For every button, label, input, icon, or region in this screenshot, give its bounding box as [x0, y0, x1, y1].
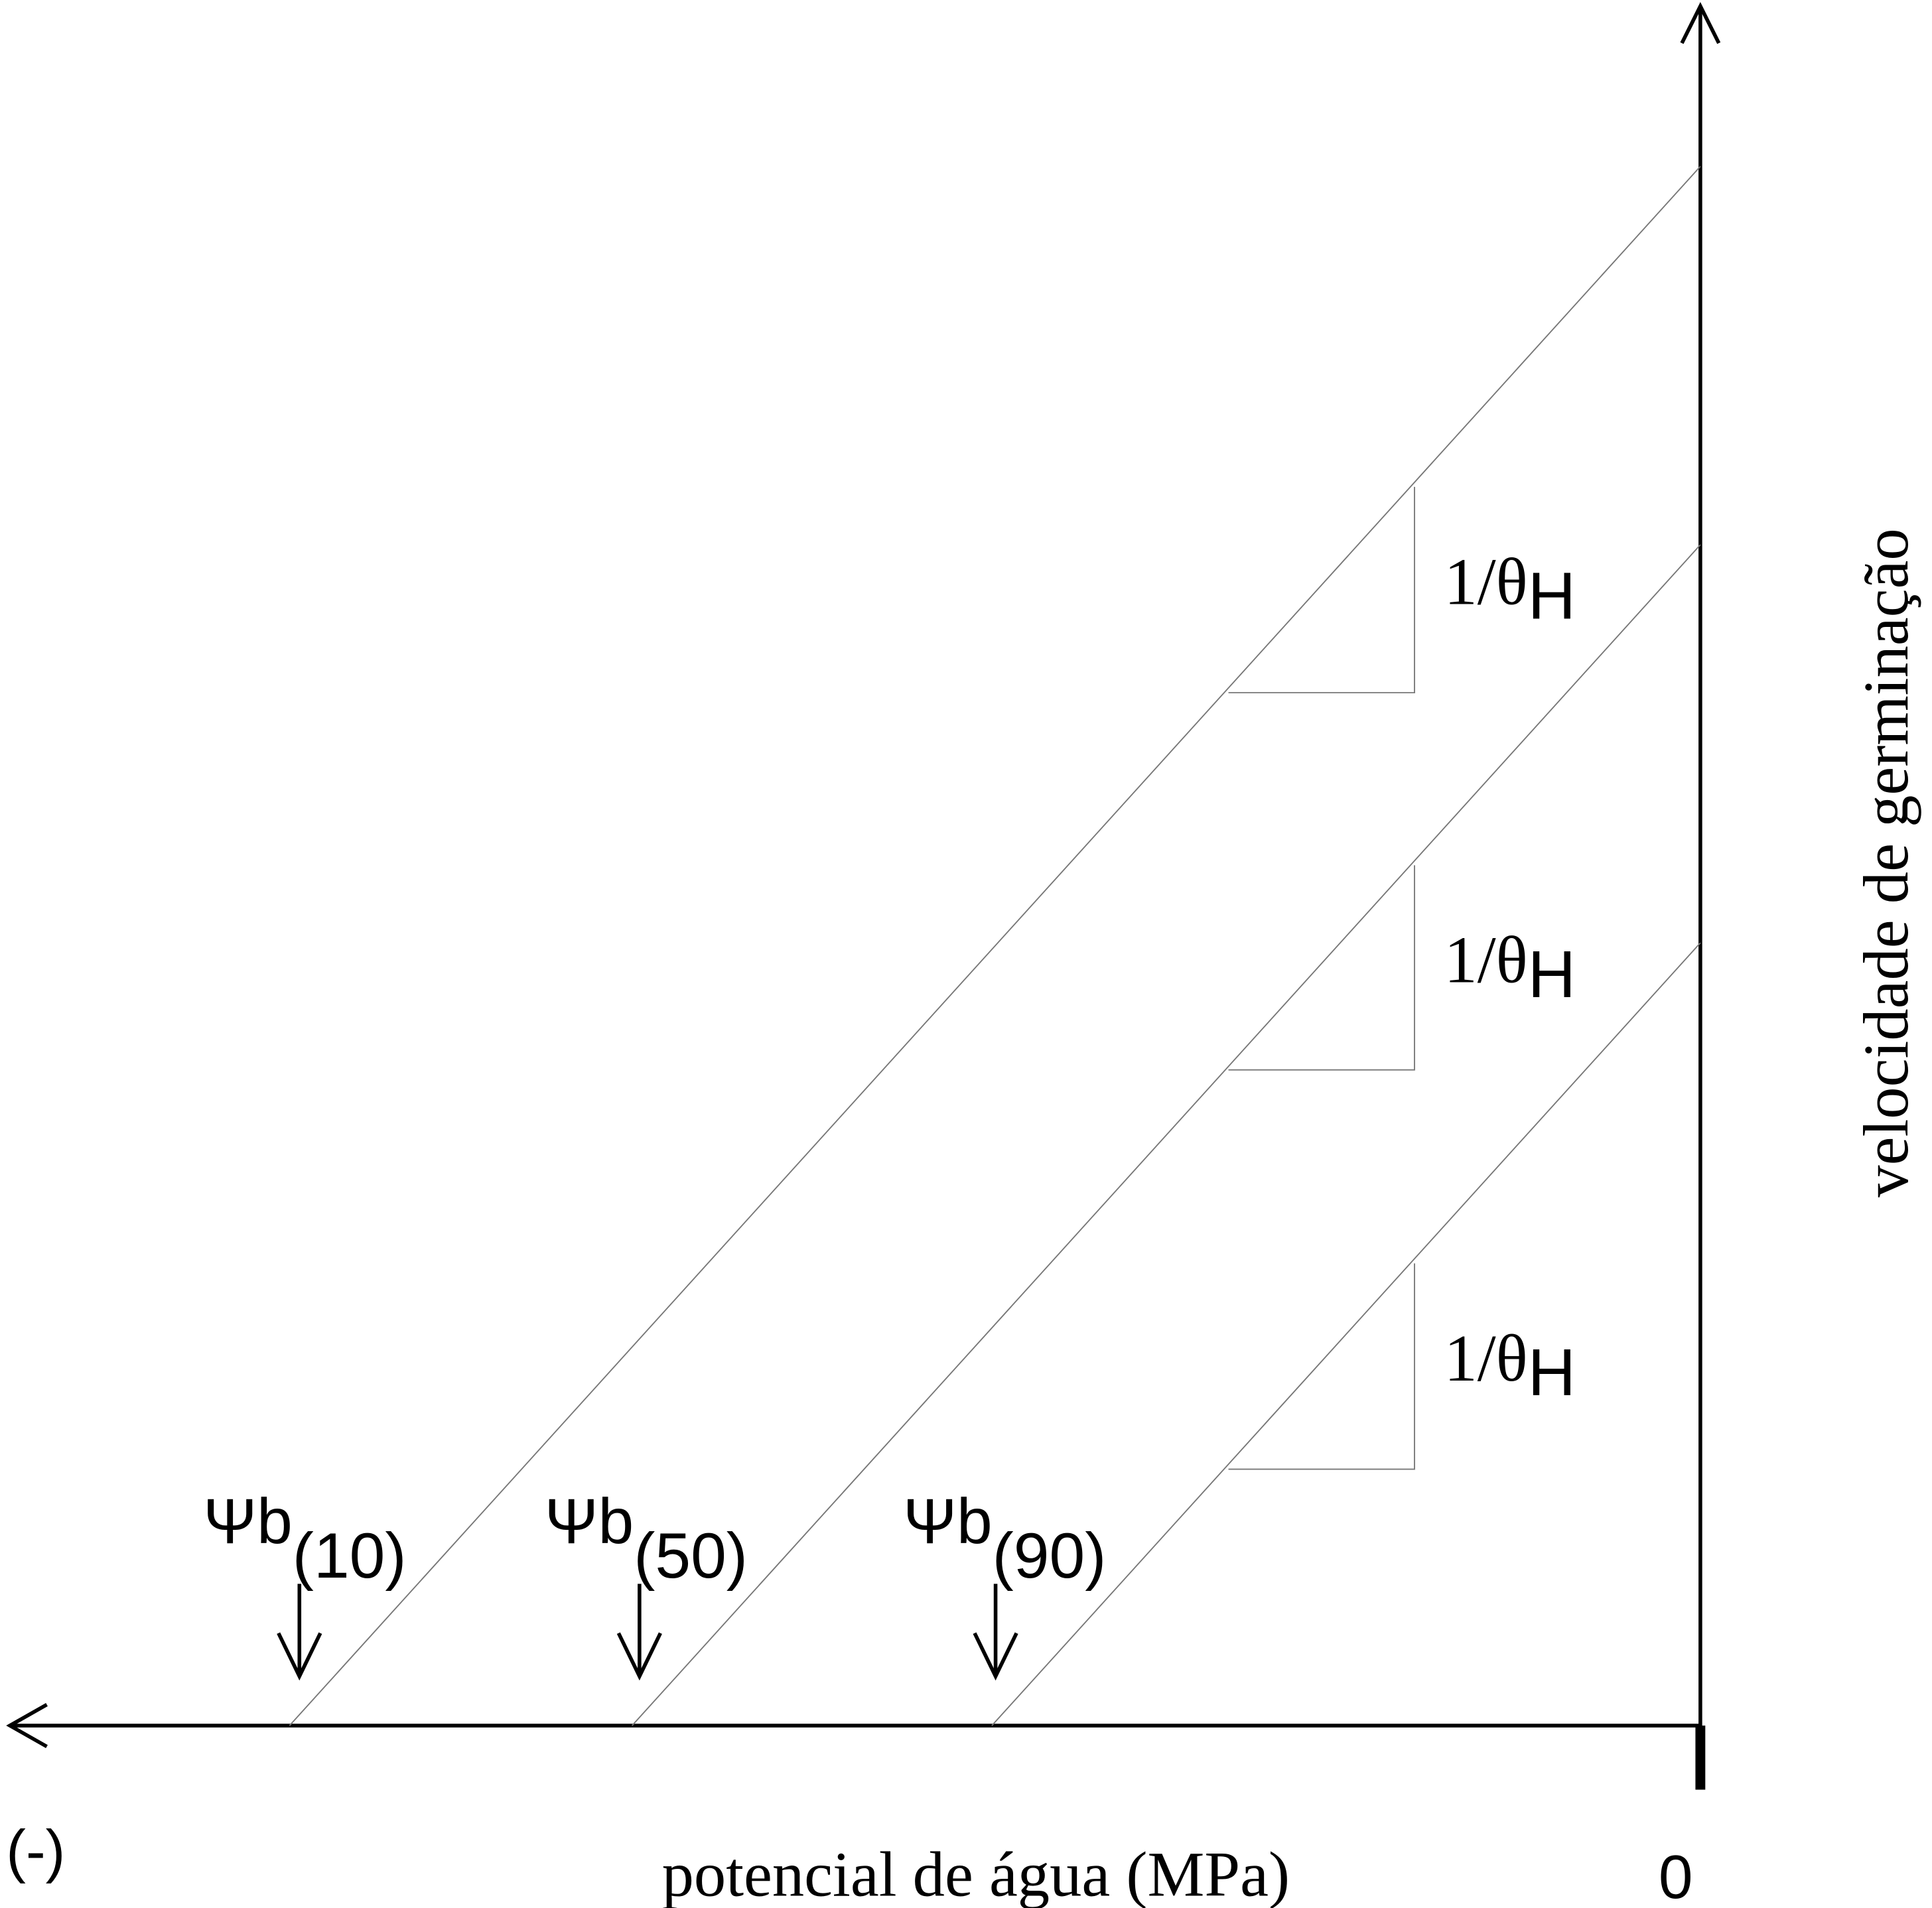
- line-50: [632, 544, 1701, 1726]
- slope-triangle: [1228, 865, 1415, 1071]
- axes: [6, 2, 1721, 1790]
- origin-label: 0: [1659, 1842, 1693, 1908]
- threshold-label: Ψb(90): [903, 1486, 1106, 1592]
- y-arrow: [1680, 2, 1721, 44]
- slope-triangle: [1228, 1263, 1415, 1470]
- line-90: [991, 942, 1701, 1726]
- arrow-head: [973, 1632, 1018, 1681]
- slope-text: 1/θ: [1444, 1322, 1528, 1395]
- slope-triangle: [1228, 486, 1415, 694]
- arrow-head: [616, 1632, 662, 1681]
- x-arrow: [6, 1703, 48, 1749]
- subscript: H: [1528, 559, 1576, 634]
- slope-text: 1/θ: [1444, 545, 1528, 618]
- slope-label: 1/θH: [1444, 923, 1576, 1012]
- arrow-head: [277, 1632, 322, 1681]
- subscript: (10): [293, 1521, 407, 1592]
- subscript: (50): [634, 1521, 748, 1592]
- symbol: Ψb: [903, 1486, 992, 1557]
- line-10: [289, 166, 1701, 1726]
- lines: [289, 166, 1701, 1726]
- threshold-arrows: [277, 1584, 1018, 1681]
- threshold-label: Ψb(50): [545, 1486, 748, 1592]
- slope-label: 1/θH: [1444, 1322, 1576, 1410]
- symbol: Ψb: [203, 1486, 292, 1557]
- subscript: H: [1528, 1335, 1576, 1410]
- slope-text: 1/θ: [1444, 923, 1528, 997]
- subscript: (90): [993, 1521, 1107, 1592]
- slope-label: 1/θH: [1444, 545, 1576, 633]
- x-axis-label: potencial de água (MPa): [662, 1838, 1290, 1908]
- y-axis-label: velocidade de germinação: [1850, 528, 1921, 1197]
- subscript: H: [1528, 937, 1576, 1012]
- symbol: Ψb: [545, 1486, 634, 1557]
- threshold-label: Ψb(10): [203, 1486, 406, 1592]
- direction-label: (-): [6, 1817, 65, 1883]
